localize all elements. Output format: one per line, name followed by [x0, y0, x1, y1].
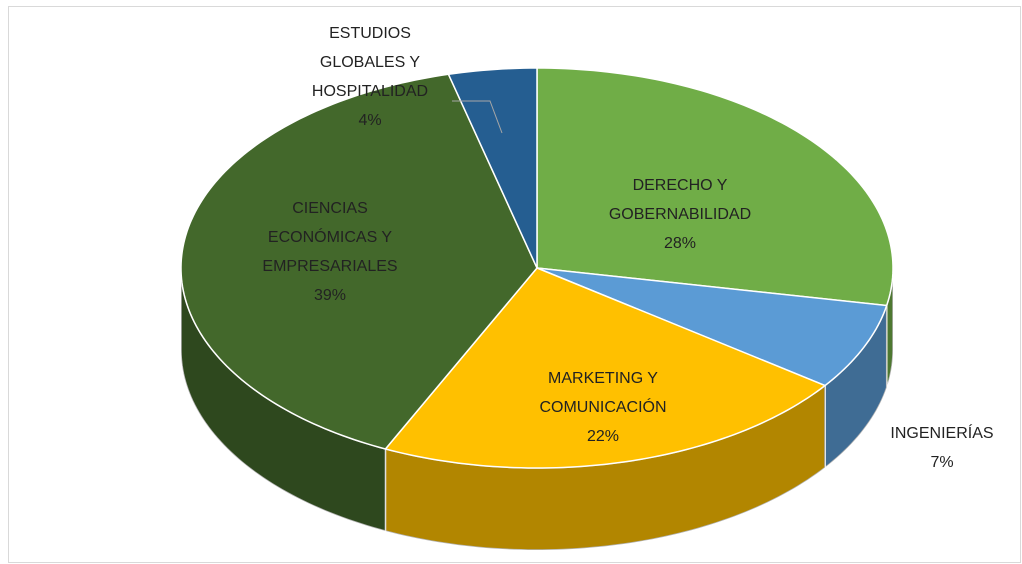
category-label: INGENIERÍAS: [890, 423, 993, 442]
category-label: MARKETING Y COMUNICACIÓN: [539, 370, 666, 416]
value-label: 39%: [314, 287, 346, 304]
slice: [536, 67, 894, 307]
slice-side-shade: [825, 305, 887, 468]
label-line: ESTUDIOS: [329, 25, 411, 42]
label-line: DERECHO Y: [633, 177, 728, 194]
slice: [536, 267, 888, 387]
label-line: CIENCIAS: [292, 200, 368, 217]
label-line: COMUNICACIÓN: [539, 397, 666, 416]
label-line: HOSPITALIDAD: [312, 83, 428, 100]
label-line: INGENIERÍAS: [890, 423, 993, 442]
value-label: 4%: [358, 112, 381, 129]
label-line: MARKETING Y: [548, 370, 658, 387]
value-label: 22%: [587, 428, 619, 445]
slice: [447, 67, 538, 269]
value-label: 28%: [664, 235, 696, 252]
category-label: ESTUDIOS GLOBALES Y HOSPITALIDAD: [312, 25, 428, 100]
label-line: GOBERNABILIDAD: [609, 206, 751, 223]
slice-side-shade: [181, 268, 386, 531]
slice-side-shade: [886, 268, 893, 388]
label-line: GLOBALES Y: [320, 54, 421, 71]
label-line: EMPRESARIALES: [262, 258, 397, 275]
category-label: CIENCIAS ECONÓMICAS Y EMPRESARIALES: [262, 200, 397, 275]
leader-line: [452, 100, 503, 134]
value-label: 7%: [930, 454, 953, 471]
label-line: ECONÓMICAS Y: [268, 227, 393, 246]
slice: [180, 73, 538, 450]
slice-side-shade: [385, 385, 826, 550]
category-label: DERECHO Y GOBERNABILIDAD: [609, 177, 751, 223]
